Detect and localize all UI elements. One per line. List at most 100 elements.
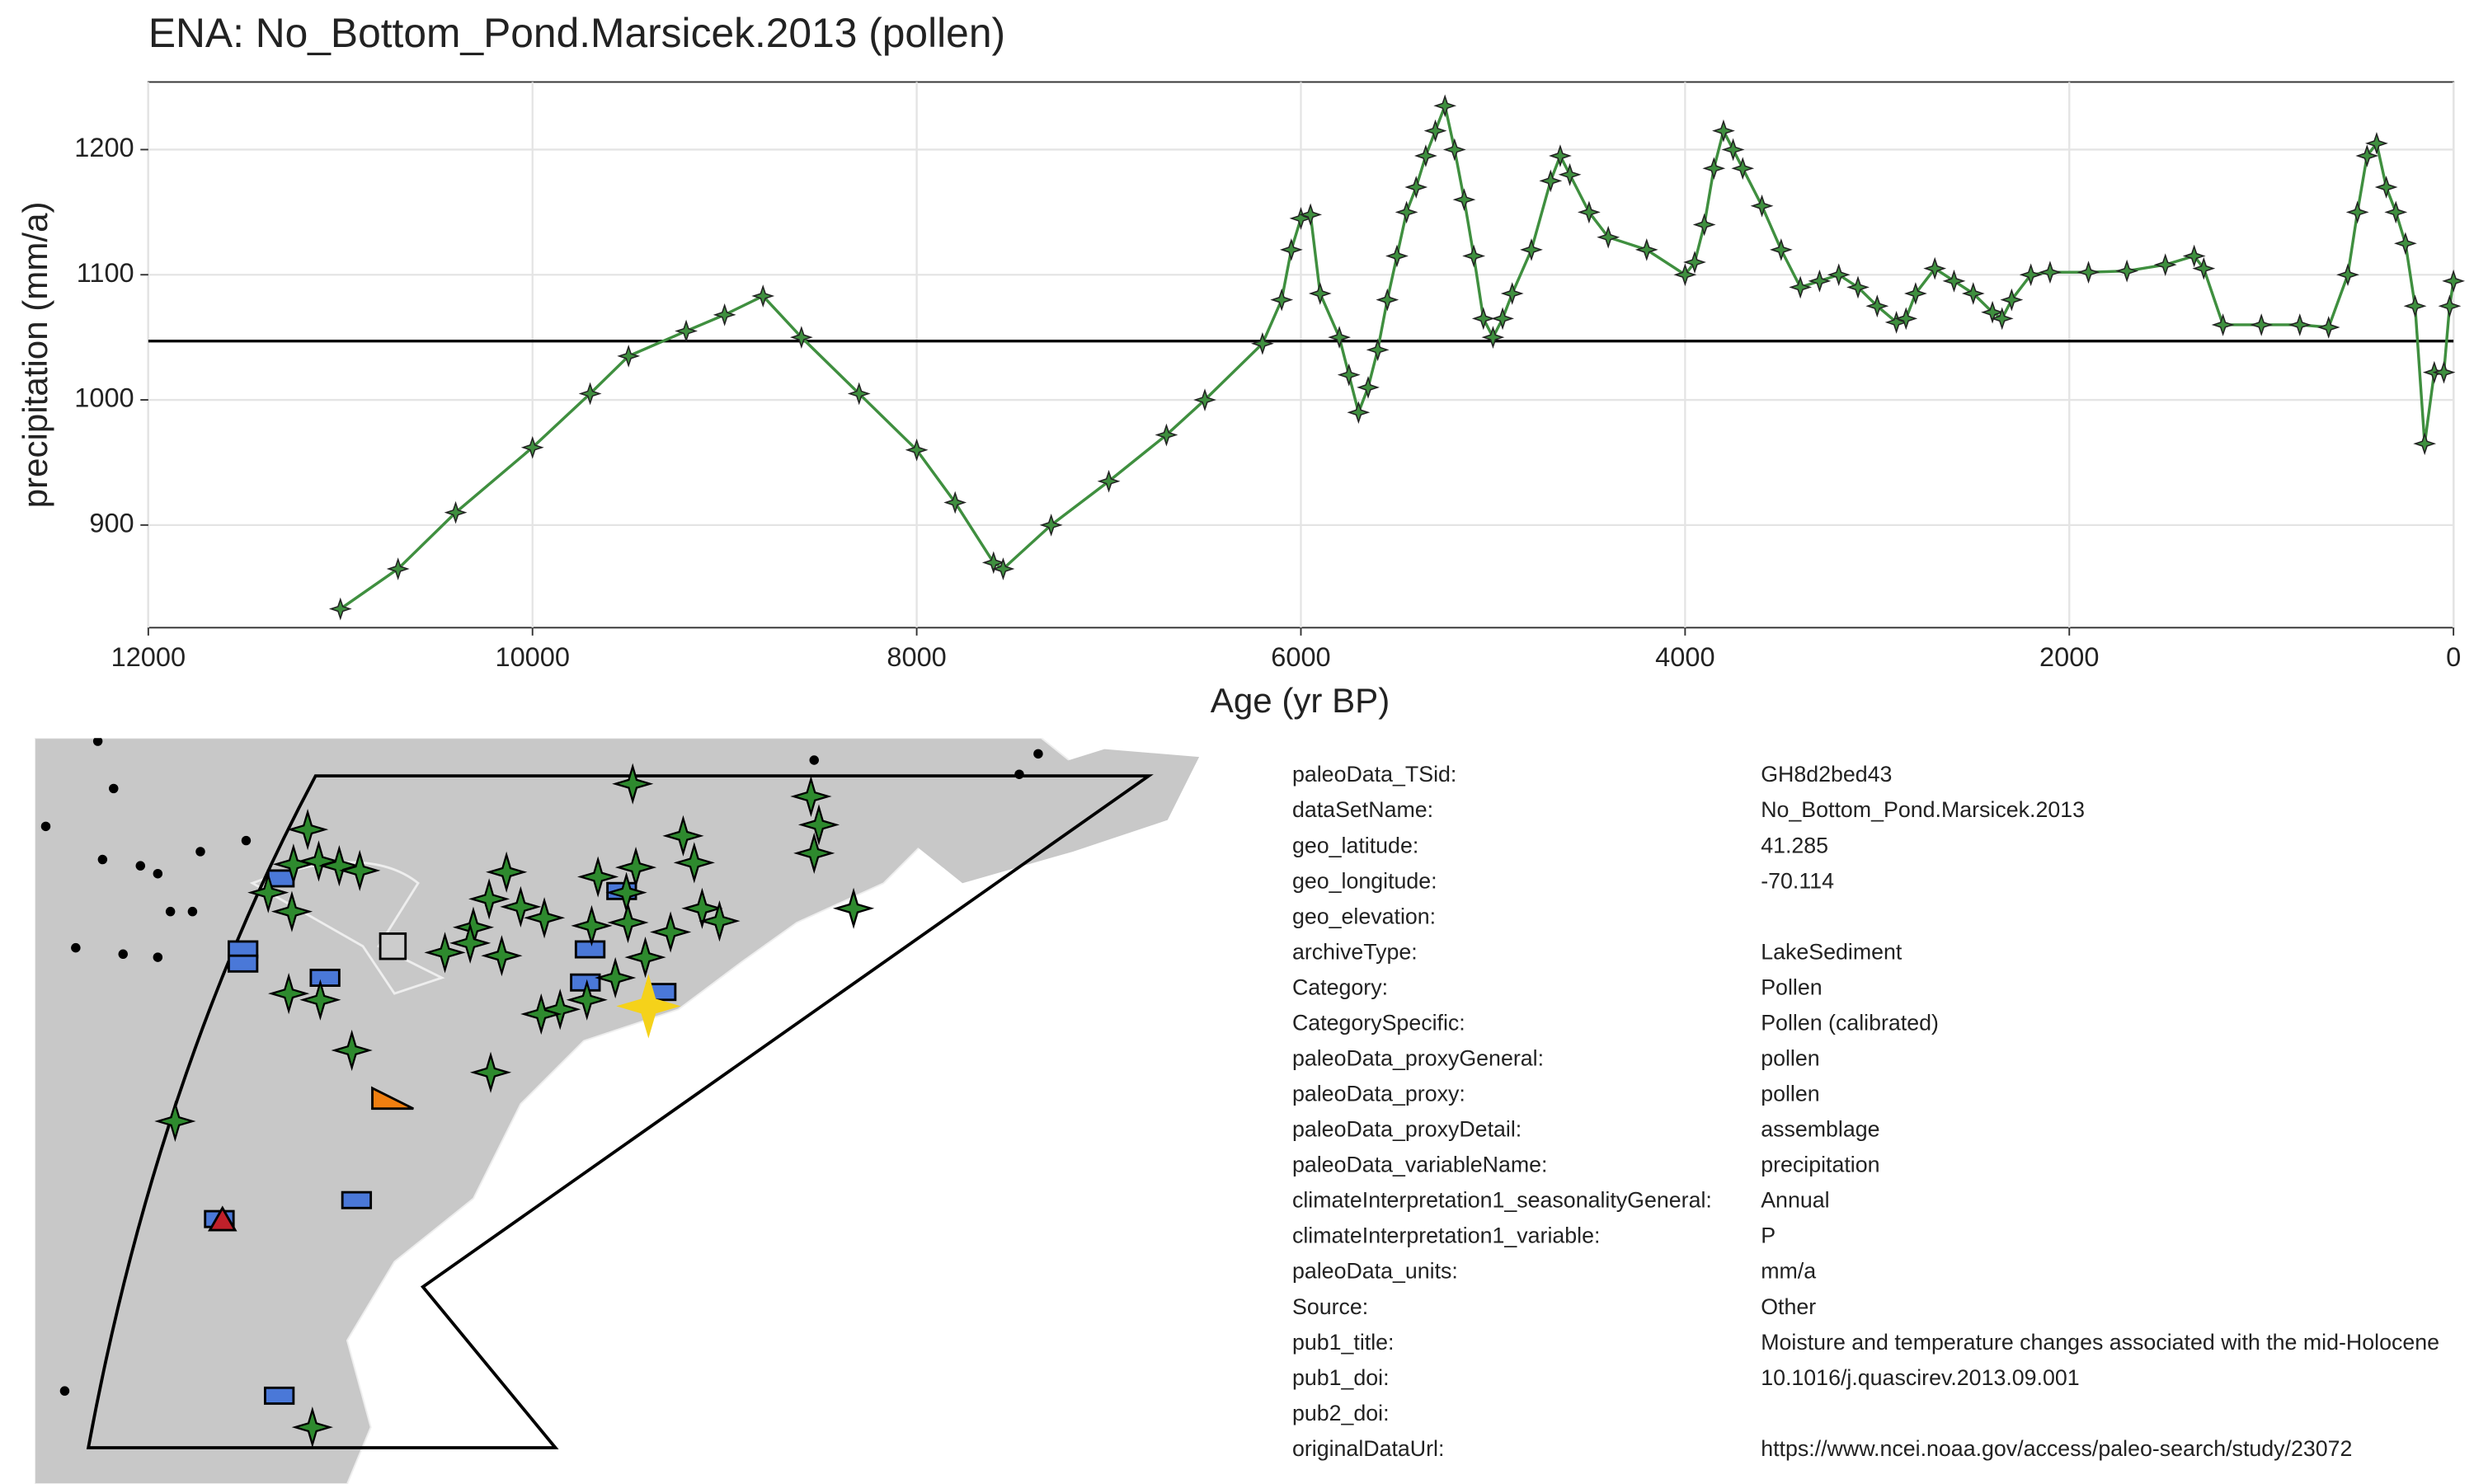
meta-value: 10.1016/j.quascirev.2013.09.001	[1761, 1365, 2079, 1390]
data-point	[1990, 307, 2014, 331]
data-point	[386, 557, 410, 580]
x-tick-label: 0	[2446, 642, 2461, 672]
data-point	[905, 438, 929, 462]
x-tick-label: 8000	[887, 642, 946, 672]
map	[35, 738, 1219, 1484]
data-point	[1923, 256, 1947, 280]
data-point	[2374, 176, 2398, 199]
meta-key: Category:	[1292, 974, 1388, 999]
data-point	[1366, 338, 1390, 362]
data-point	[2077, 261, 2100, 284]
y-tick-label: 1000	[74, 383, 134, 413]
x-tick-label: 4000	[1655, 642, 1714, 672]
x-axis-label: Age (yr BP)	[1211, 681, 1390, 720]
data-point	[2250, 313, 2274, 336]
data-point	[789, 326, 813, 350]
data-point	[2432, 360, 2456, 384]
x-tick-label: 2000	[2039, 642, 2099, 672]
meta-value: No_Bottom_Pond.Marsicek.2013	[1761, 797, 2085, 822]
data-point	[1721, 138, 1745, 162]
meta-key: pub1_doi:	[1292, 1365, 1390, 1390]
data-point	[1193, 388, 1216, 411]
data-point	[1155, 423, 1178, 447]
data-point	[1385, 244, 1409, 268]
meta-value: Pollen (calibrated)	[1761, 1010, 1939, 1035]
data-point	[1597, 225, 1620, 249]
data-point	[1328, 326, 1351, 350]
meta-value: Other	[1761, 1294, 1816, 1319]
data-point	[2192, 256, 2216, 280]
meta-value: 41.285	[1761, 833, 1828, 857]
data-point	[1471, 307, 1495, 331]
meta-value: pollen	[1761, 1082, 1819, 1106]
data-point	[1347, 401, 1371, 425]
meta-value: Pollen	[1761, 974, 1822, 999]
data-point	[2438, 294, 2462, 318]
y-axis-label: precipitation (mm/a)	[16, 202, 54, 509]
meta-key: geo_latitude:	[1292, 833, 1418, 857]
plot	[148, 94, 2466, 621]
metadata: paleoData_TSid: GH8d2bed43 dataSetName: No_…	[1292, 762, 2439, 1461]
meta-key: geo_elevation:	[1292, 904, 1436, 928]
data-point	[2413, 432, 2437, 456]
data-point	[2000, 288, 2024, 312]
x-tick-label: 6000	[1271, 642, 1330, 672]
meta-key: paleoData_proxyDetail:	[1292, 1117, 1522, 1142]
data-point	[2393, 232, 2417, 256]
data-point	[1865, 294, 1889, 318]
meta-key: CategorySpecific:	[1292, 1010, 1465, 1035]
data-point	[1750, 194, 1774, 218]
meta-key: climateInterpretation1_variable:	[1292, 1223, 1600, 1248]
data-point	[2345, 200, 2369, 224]
square-marker	[379, 932, 407, 960]
data-point	[1827, 263, 1851, 287]
meta-value: https://www.ncei.noaa.gov/access/paleo-s…	[1761, 1436, 2352, 1461]
data-point	[847, 382, 871, 406]
data-point	[1558, 162, 1582, 186]
data-point	[2355, 144, 2379, 167]
data-point	[1673, 263, 1697, 287]
data-point	[751, 284, 775, 308]
data-point	[1789, 275, 1813, 299]
data-point	[444, 500, 468, 524]
data-point	[1337, 363, 1361, 387]
meta-value: Annual	[1761, 1188, 1829, 1213]
meta-key: paleoData_proxyGeneral:	[1292, 1046, 1544, 1071]
data-point	[2288, 313, 2312, 336]
data-point	[1578, 200, 1601, 224]
data-point	[1442, 138, 1466, 162]
data-point	[2442, 269, 2466, 293]
data-point	[328, 597, 352, 621]
data-point	[1769, 237, 1793, 261]
triangle-marker	[207, 1205, 238, 1232]
data-point	[1731, 157, 1755, 181]
data-point	[520, 435, 544, 459]
data-point	[991, 557, 1015, 580]
data-point	[675, 319, 698, 343]
data-point	[2153, 253, 2177, 276]
data-point	[943, 491, 967, 514]
y-tick-label: 900	[89, 508, 134, 538]
meta-value: -70.114	[1761, 868, 1834, 893]
meta-key: dataSetName:	[1292, 797, 1433, 822]
data-point	[1808, 269, 1832, 293]
data-point	[2211, 313, 2235, 336]
data-point	[1491, 307, 1514, 331]
data-point	[1481, 326, 1505, 350]
data-point	[1462, 244, 1486, 268]
meta-value: mm/a	[1761, 1259, 1816, 1284]
meta-key: paleoData_variableName:	[1292, 1153, 1548, 1177]
triangle-marker	[371, 1086, 414, 1111]
data-point	[2182, 244, 2206, 268]
meta-key: Source:	[1292, 1294, 1368, 1319]
data-point	[1894, 307, 1918, 331]
meta-key: pub2_doi:	[1292, 1401, 1390, 1425]
data-point	[1423, 119, 1447, 143]
y-tick-label: 1200	[74, 133, 134, 162]
data-point	[2115, 259, 2139, 283]
data-point	[1270, 288, 1294, 312]
data-point	[1712, 119, 1735, 143]
data-point	[1250, 331, 1274, 355]
